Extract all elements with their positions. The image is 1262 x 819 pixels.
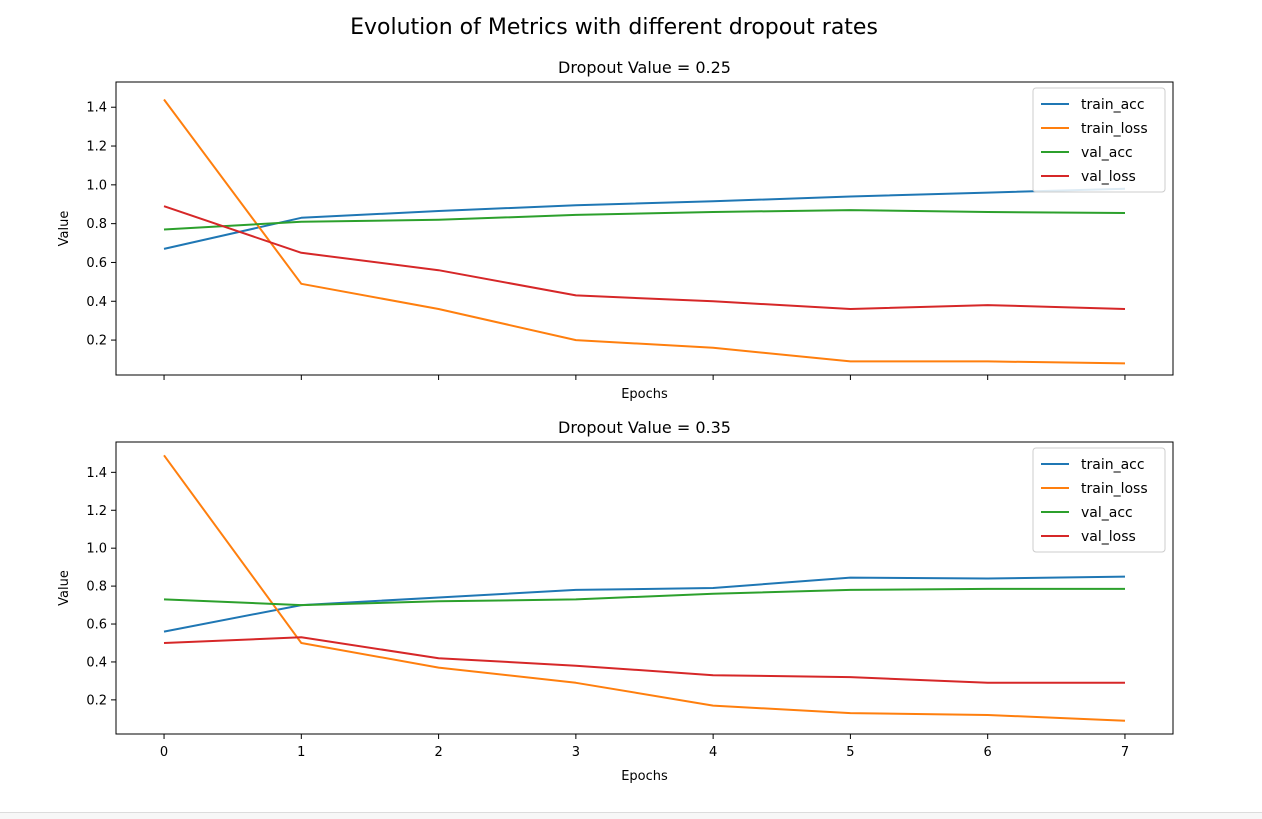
x-tick-label: 7	[1121, 745, 1129, 760]
y-axis-label: Value	[57, 211, 72, 247]
y-tick-label: 1.2	[86, 504, 107, 519]
x-tick-label: 4	[709, 745, 717, 760]
series-line-val-loss	[163, 636, 1125, 684]
figure-title: Evolution of Metrics with different drop…	[350, 15, 878, 40]
x-axis-label: Epochs	[621, 387, 668, 402]
x-tick-label: 6	[984, 745, 992, 760]
legend-entry-label: train_acc	[1081, 97, 1145, 113]
series-line-val-acc	[163, 209, 1126, 231]
legend-entry-label: train_loss	[1081, 121, 1148, 137]
y-tick-label: 0.4	[86, 295, 107, 310]
y-tick-label: 0.2	[86, 693, 107, 708]
x-tick-label: 2	[434, 745, 442, 760]
series-line-train-acc	[163, 187, 1126, 250]
y-tick-label: 0.4	[86, 655, 107, 670]
legend: train_acc train_loss val_acc val_loss	[1032, 87, 1166, 193]
legend-entry-label: train_acc	[1081, 457, 1145, 473]
axes-frame	[115, 81, 1174, 376]
legend: train_acc train_loss val_acc val_loss	[1032, 447, 1166, 553]
x-tick-label: 1	[297, 745, 305, 760]
x-axis-label: Epochs	[621, 769, 668, 784]
y-tick-label: 0.8	[86, 580, 107, 595]
series-line-train-loss	[163, 98, 1126, 365]
legend-entry-label: val_loss	[1081, 529, 1136, 545]
output-cell-border	[0, 812, 1262, 819]
y-tick-label: 0.6	[86, 256, 107, 271]
subplot-title: Dropout Value = 0.35	[558, 418, 731, 437]
y-tick-label: 0.2	[86, 334, 107, 349]
subplot-1: Dropout Value = 0.25 0.2 0.4 0.6 0.8 1.0 1.2 1.…	[57, 58, 1174, 402]
y-tick-label: 0.6	[86, 618, 107, 633]
axes-frame	[115, 441, 1174, 735]
subplot-title: Dropout Value = 0.25	[558, 58, 731, 77]
legend-box	[1032, 87, 1166, 193]
y-tick-label: 1.4	[86, 101, 107, 116]
series-line-train-loss	[163, 454, 1126, 722]
legend-entry-label: train_loss	[1081, 481, 1148, 497]
x-tick-label: 0	[160, 745, 168, 760]
y-tick-label: 1.0	[86, 542, 107, 557]
legend-entry-label: val_acc	[1081, 145, 1133, 161]
y-axis-label: Value	[57, 570, 72, 606]
x-tick-label: 5	[846, 745, 854, 760]
y-tick-label: 0.8	[86, 217, 107, 232]
y-tick-label: 1.2	[86, 140, 107, 155]
x-tick-label: 3	[572, 745, 580, 760]
y-tick-label: 1.4	[86, 466, 107, 481]
legend-entry-label: val_loss	[1081, 169, 1136, 185]
legend-box	[1032, 447, 1166, 553]
y-tick-label: 1.0	[86, 178, 107, 193]
subplot-2: Dropout Value = 0.35 0.2 0.4 0.6 0.8 1.0 1.2 1.…	[57, 418, 1174, 784]
series-line-val-loss	[163, 205, 1126, 310]
series-line-val-acc	[163, 587, 1125, 607]
legend-entry-label: val_acc	[1081, 505, 1133, 521]
